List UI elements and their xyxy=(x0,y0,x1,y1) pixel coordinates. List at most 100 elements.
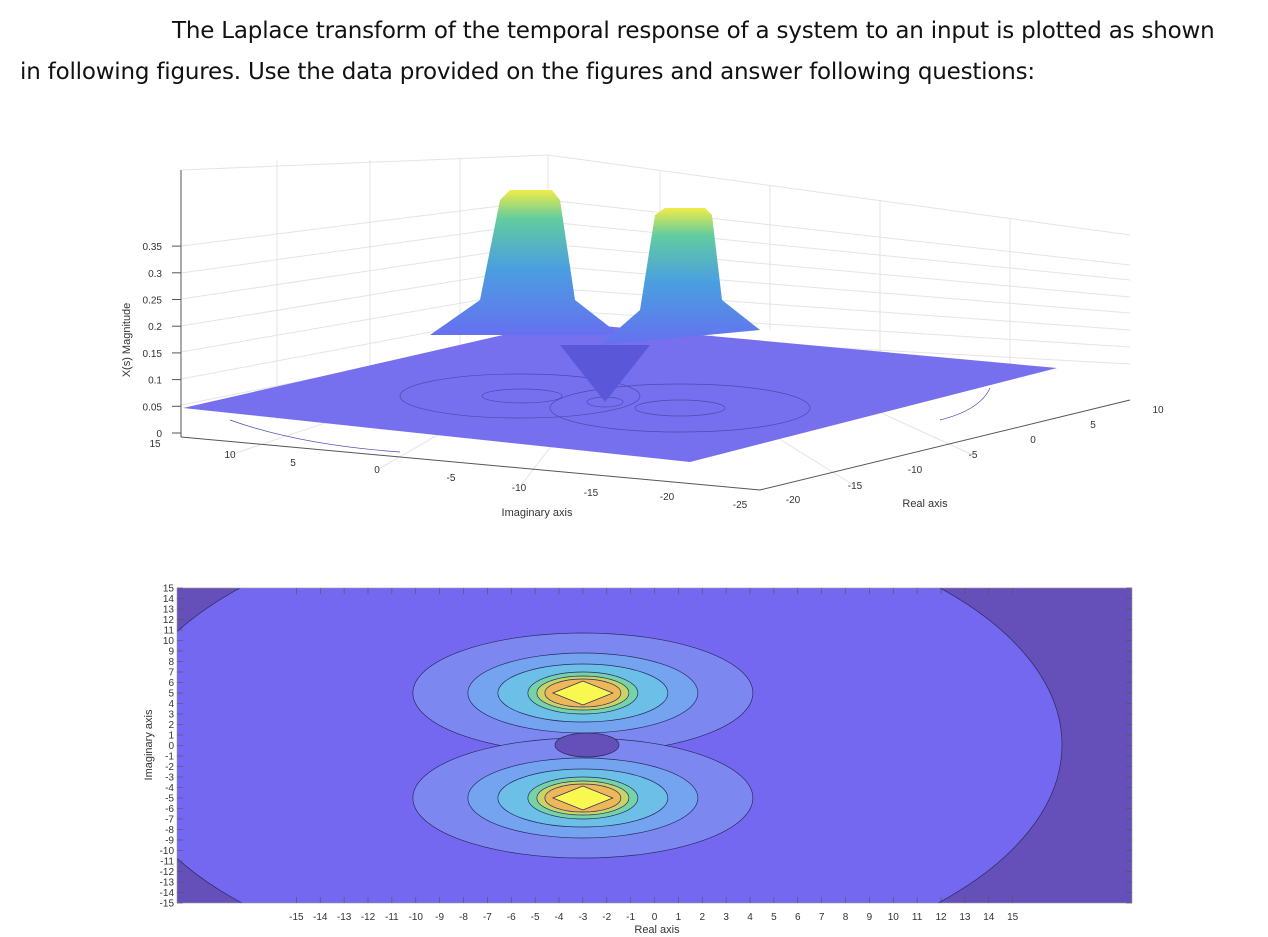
x-tick-label: 9 xyxy=(867,912,873,923)
imag-tick-label: -5 xyxy=(447,473,456,484)
x-tick-label: 6 xyxy=(795,912,801,923)
imag-tick-label: -10 xyxy=(512,483,527,494)
imag-tick-label: 10 xyxy=(224,450,236,461)
y-tick-label: 8 xyxy=(168,657,174,668)
question-line-1: The Laplace transform of the temporal re… xyxy=(172,18,1215,44)
z-tick-label: 0.05 xyxy=(143,402,163,413)
z-tick-label: 0 xyxy=(156,429,162,440)
contour-level-2 xyxy=(467,757,699,839)
z-tick-label: 0.15 xyxy=(143,349,163,360)
x-tick-label: -1 xyxy=(626,912,635,923)
z-ticks: 0 0.05 0.1 0.15 0.2 0.25 0.3 0.35 xyxy=(143,242,181,440)
y-tick-label: -13 xyxy=(160,878,175,889)
y-tick-label: 15 xyxy=(163,584,175,595)
z-axis-label: X(s) Magnitude xyxy=(121,303,133,378)
y-tick-label: 13 xyxy=(163,605,175,616)
imag-tick-label: -25 xyxy=(733,500,748,511)
x-tick-label: -5 xyxy=(531,912,540,923)
projected-contours xyxy=(229,373,991,453)
imag-tick-label: -15 xyxy=(584,488,599,499)
real-tick-label: 10 xyxy=(1152,405,1164,416)
x-tick-label: -7 xyxy=(483,912,492,923)
y-tick-label: -1 xyxy=(165,752,174,763)
y-tick-label: -6 xyxy=(165,804,174,815)
y-tick-label: -14 xyxy=(160,888,175,899)
x-tick-label: -9 xyxy=(435,912,444,923)
surface-plane xyxy=(183,322,1057,462)
x-tick-label: -2 xyxy=(602,912,611,923)
x-tick-label: 5 xyxy=(771,912,777,923)
y-tick-label: -9 xyxy=(165,836,174,847)
x-tick-label: -14 xyxy=(313,912,328,923)
surface-plot: 0 0.05 0.1 0.15 0.2 0.25 0.3 0.35 X(s) Magnitud… xyxy=(121,154,1164,519)
surface-peak-left xyxy=(430,190,620,335)
contour-level-2 xyxy=(467,652,699,734)
real-tick-label: -5 xyxy=(969,450,978,461)
y-tick-label: 11 xyxy=(164,626,175,637)
y-tick-label: -15 xyxy=(160,899,175,910)
y-tick-label: 2 xyxy=(168,720,174,731)
contour-level-3 xyxy=(497,663,669,723)
contour-saddle xyxy=(554,732,620,758)
contour-peaks xyxy=(412,632,754,859)
x-tick-label: 4 xyxy=(747,912,753,923)
x-tick-label: 11 xyxy=(912,912,923,923)
y-tick-label: -11 xyxy=(160,857,174,868)
z-tick-label: 0.2 xyxy=(148,322,162,333)
real-tick-label: -15 xyxy=(848,481,863,492)
imag-tick-label: 0 xyxy=(374,465,380,476)
x-tick-label: -6 xyxy=(507,912,516,923)
x-tick-label: 2 xyxy=(699,912,705,923)
x-tick-label: 1 xyxy=(676,912,682,923)
x-tick-label: -4 xyxy=(555,912,564,923)
y-tick-label: 14 xyxy=(163,594,175,605)
y-tick-label: -3 xyxy=(165,773,174,784)
x-tick-label: -8 xyxy=(459,912,468,923)
x-tick-label: 8 xyxy=(843,912,849,923)
y-tick-label: -10 xyxy=(160,846,175,857)
real-tick-label: -10 xyxy=(908,465,923,476)
y-tick-label: -4 xyxy=(165,783,174,794)
y-tick-label: -8 xyxy=(165,825,174,836)
imag-ticks: 15 10 5 0 -5 -10 -15 -20 -25 xyxy=(149,439,747,511)
imag-tick-label: 15 xyxy=(149,439,161,450)
x-tick-label: 15 xyxy=(1007,912,1019,923)
contour-level-4 xyxy=(527,776,639,820)
y-tick-label: 7 xyxy=(168,668,174,679)
contour-peak xyxy=(551,680,614,706)
contour-level-1 xyxy=(412,632,754,754)
y-tick-label: 4 xyxy=(168,699,174,710)
contour-frame xyxy=(176,587,1133,904)
y-tick-label: 1 xyxy=(168,731,174,742)
contour-level-5 xyxy=(536,780,630,816)
y-tick-label: -7 xyxy=(165,815,174,826)
contour-level-0 xyxy=(177,588,1063,903)
x-tick-label: 10 xyxy=(888,912,900,923)
y-tick-label: 5 xyxy=(168,689,174,700)
x-tick-label: -3 xyxy=(578,912,587,923)
x-tick-label: 7 xyxy=(819,912,825,923)
real-tick-label: 0 xyxy=(1030,435,1036,446)
y-tick-label: 3 xyxy=(168,710,174,721)
contour-outer-region xyxy=(177,588,1132,903)
real-ticks: -20 -15 -10 -5 0 5 10 xyxy=(786,405,1164,506)
contour-level-6 xyxy=(544,678,622,708)
question-line-2: in following figures. Use the data provi… xyxy=(20,59,1035,85)
imag-axis-label: Imaginary axis xyxy=(502,507,573,519)
x-tick-label: -13 xyxy=(337,912,352,923)
contour-y-label: Imaginary axis xyxy=(143,709,155,780)
base-axes xyxy=(180,399,1131,491)
x-tick-label: 13 xyxy=(959,912,971,923)
z-tick-label: 0.25 xyxy=(143,296,163,307)
x-tick-label: -12 xyxy=(361,912,376,923)
surface-dip xyxy=(560,345,650,402)
real-tick-label: -20 xyxy=(786,495,801,506)
z-tick-label: 0.35 xyxy=(143,242,163,253)
contour-ticks: -15 -14 -13 -12 -11 -10 -9 -8 -7 -6 -5 -4 -3 -2 -1 0 1 2 3… xyxy=(160,584,1132,923)
imag-tick-label: -20 xyxy=(660,492,675,503)
x-tick-label: -10 xyxy=(409,912,424,923)
z-tick-label: 0.1 xyxy=(148,376,162,387)
y-tick-label: 0 xyxy=(168,741,174,752)
y-tick-label: 9 xyxy=(168,647,174,658)
real-tick-label: 5 xyxy=(1090,420,1096,431)
